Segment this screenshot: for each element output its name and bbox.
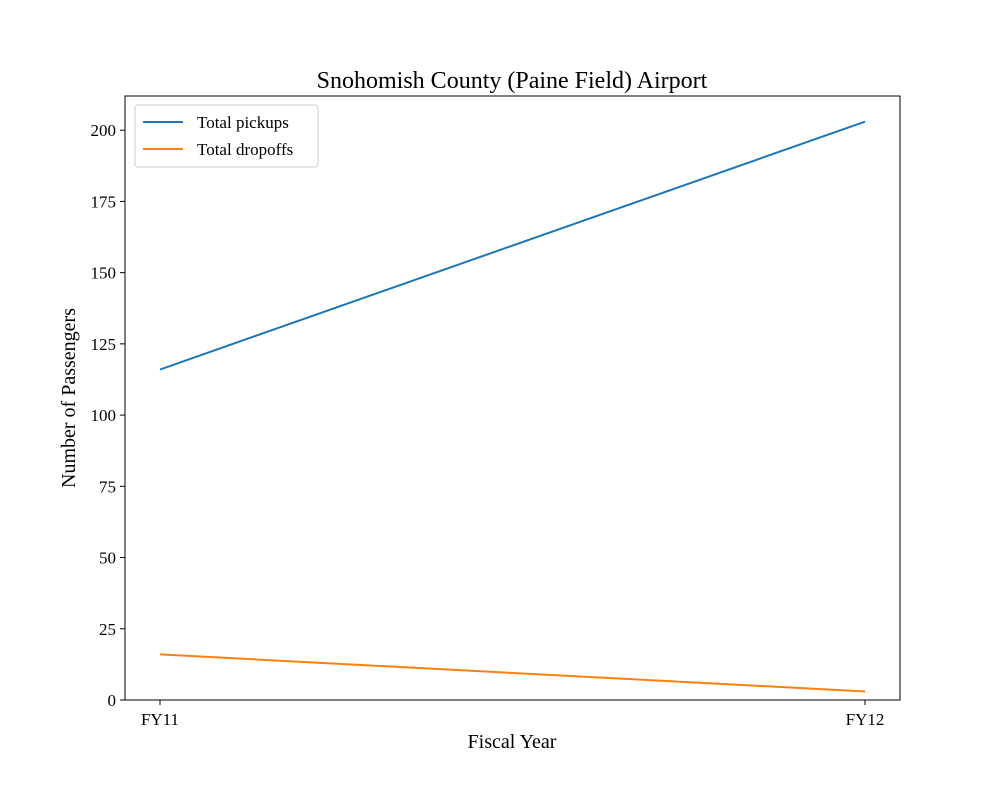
- plot-frame: [124, 95, 901, 701]
- legend-label-total-dropoffs: Total dropoffs: [197, 140, 293, 159]
- series-layer: [159, 120, 866, 693]
- x-tick-label: FY11: [141, 710, 179, 729]
- chart-title: Snohomish County (Paine Field) Airport: [317, 68, 708, 94]
- y-tick-label: 75: [99, 477, 116, 496]
- y-tick-label: 200: [91, 121, 117, 140]
- x-tick-label: FY12: [846, 710, 885, 729]
- y-tick-label: 150: [91, 264, 117, 283]
- y-axis: 0 25 50 75 100 125 150 175 200: [91, 121, 125, 710]
- legend-box: [134, 104, 319, 168]
- legend: Total pickups Total dropoffs: [134, 104, 319, 168]
- y-tick-label: 100: [91, 406, 117, 425]
- series-line-total-dropoffs: [159, 653, 866, 693]
- x-axis: FY11 FY12: [141, 700, 884, 729]
- series-line-total-pickups: [159, 120, 866, 371]
- y-tick-label: 0: [108, 691, 117, 710]
- y-tick-label: 50: [99, 549, 116, 568]
- y-tick-label: 175: [91, 192, 117, 211]
- x-axis-label: Fiscal Year: [468, 731, 557, 753]
- legend-label-total-pickups: Total pickups: [197, 113, 289, 132]
- y-tick-label: 25: [99, 620, 116, 639]
- y-tick-label: 125: [91, 335, 117, 354]
- y-axis-label: Number of Passengers: [58, 308, 80, 488]
